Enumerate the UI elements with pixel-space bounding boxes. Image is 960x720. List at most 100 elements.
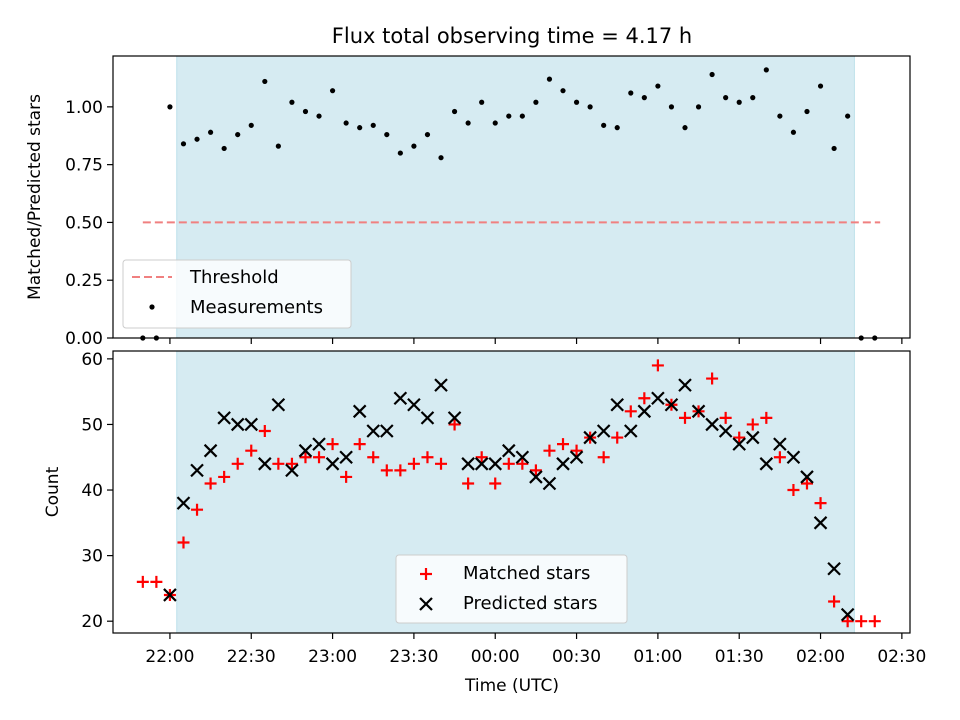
measurement-point <box>180 141 187 147</box>
matched-star-point <box>678 411 691 424</box>
matched-star-point <box>841 615 854 628</box>
measurement-point <box>194 136 200 142</box>
measurement-point <box>546 76 553 82</box>
predicted-star-point <box>230 417 245 432</box>
matched-star-point <box>285 457 298 470</box>
measurement-point <box>357 125 363 131</box>
predicted-star-point <box>352 404 367 419</box>
matched-star-point <box>204 477 217 490</box>
chart-title: Flux total observing time = 4.17 h <box>332 24 692 48</box>
predicted-star-point <box>163 588 177 602</box>
predicted-star-point <box>732 437 746 451</box>
bottom-y-tick-label: 20 <box>81 612 103 632</box>
bottom-x-axis: 22:00 22:30 23:00 23:30 00:00 00:30 01:00 01:30… <box>145 633 926 667</box>
measurement-point <box>506 113 512 119</box>
measurement-point <box>316 113 322 119</box>
predicted-star-point <box>745 430 760 445</box>
measurement-point <box>302 108 309 115</box>
matched-star-point <box>638 392 651 405</box>
matched-star-point <box>353 438 366 451</box>
predicted-star-point <box>773 437 787 451</box>
matched-star-point <box>597 451 610 464</box>
predicted-star-point <box>827 561 841 576</box>
bottom-y-tick-label: 50 <box>81 415 103 435</box>
predicted-star-point <box>420 411 435 425</box>
measurement-point <box>763 67 769 73</box>
matched-star-point <box>313 451 326 464</box>
matched-star-point <box>299 451 312 464</box>
predicted-star-point <box>556 457 570 471</box>
measurement-point <box>790 129 797 135</box>
measurement-point <box>465 120 471 126</box>
bottom-plot-frame <box>112 350 911 634</box>
predicted-star-point <box>217 411 231 425</box>
measurement-point <box>424 131 431 138</box>
x-tick-label: 23:00 <box>308 647 357 667</box>
matched-star-point <box>407 457 420 470</box>
count-points <box>136 359 881 628</box>
x-tick-label: 00:30 <box>552 647 601 667</box>
predicted-star-point <box>176 496 191 510</box>
top-y-tick-label: 1.00 <box>65 98 103 118</box>
predicted-star-point <box>664 397 679 412</box>
measurement-point <box>492 120 498 126</box>
measurement-point <box>587 104 593 110</box>
predicted-star-point <box>244 417 259 432</box>
matched-star-point <box>624 405 637 418</box>
predicted-star-point <box>285 463 299 478</box>
matched-star-point <box>462 477 475 490</box>
legend-matched-swatch <box>420 568 432 580</box>
bottom-y-axis-label: Count <box>43 466 63 517</box>
measurement-point <box>601 122 607 128</box>
measurement-point <box>777 113 783 119</box>
measurement-point <box>695 104 702 110</box>
measurement-point <box>397 150 403 156</box>
matched-star-point <box>272 457 285 470</box>
predicted-star-point <box>800 470 814 484</box>
matched-star-point <box>828 595 841 608</box>
predicted-star-point <box>529 470 543 484</box>
measurement-point <box>207 129 214 135</box>
measurement-point <box>289 99 295 105</box>
predicted-star-point <box>542 476 557 491</box>
predicted-star-point <box>339 450 353 465</box>
predicted-star-point <box>407 397 421 412</box>
measurement-point <box>723 95 729 101</box>
matched-star-point <box>651 359 664 372</box>
x-tick-label: 23:30 <box>389 647 438 667</box>
predicted-star-point <box>705 417 719 432</box>
x-tick-label: 01:00 <box>633 647 682 667</box>
predicted-star-point <box>651 391 665 405</box>
matched-star-point <box>421 451 434 464</box>
measurement-point <box>560 88 566 94</box>
matched-star-point <box>380 464 393 477</box>
measurement-point <box>533 99 539 105</box>
matched-star-point <box>326 438 339 451</box>
measurement-point <box>479 99 485 105</box>
measurement-point <box>641 95 647 101</box>
predicted-star-point <box>380 424 394 438</box>
measurement-point <box>411 143 417 149</box>
matched-star-point <box>258 425 271 438</box>
matched-star-point <box>136 575 149 588</box>
predicted-star-point <box>759 457 774 471</box>
matched-star-point <box>218 470 231 483</box>
measurement-point <box>235 131 241 138</box>
predicted-star-point <box>271 397 286 412</box>
measurement-point <box>614 125 620 131</box>
top-plot-frame <box>112 55 911 339</box>
matched-star-point <box>475 451 488 464</box>
matched-star-point <box>557 438 570 451</box>
matched-star-point <box>177 536 190 549</box>
predicted-star-point <box>461 457 475 471</box>
measurement-point <box>370 122 376 128</box>
matched-star-point <box>719 411 732 424</box>
top-y-tick-label: 0.75 <box>65 156 103 176</box>
measurement-point <box>831 145 837 152</box>
measurement-point <box>329 88 336 94</box>
top-legend-box <box>122 259 352 329</box>
predicted-star-point <box>840 607 855 622</box>
matched-star-point <box>245 444 258 457</box>
legend-measurements-swatch <box>149 304 155 310</box>
